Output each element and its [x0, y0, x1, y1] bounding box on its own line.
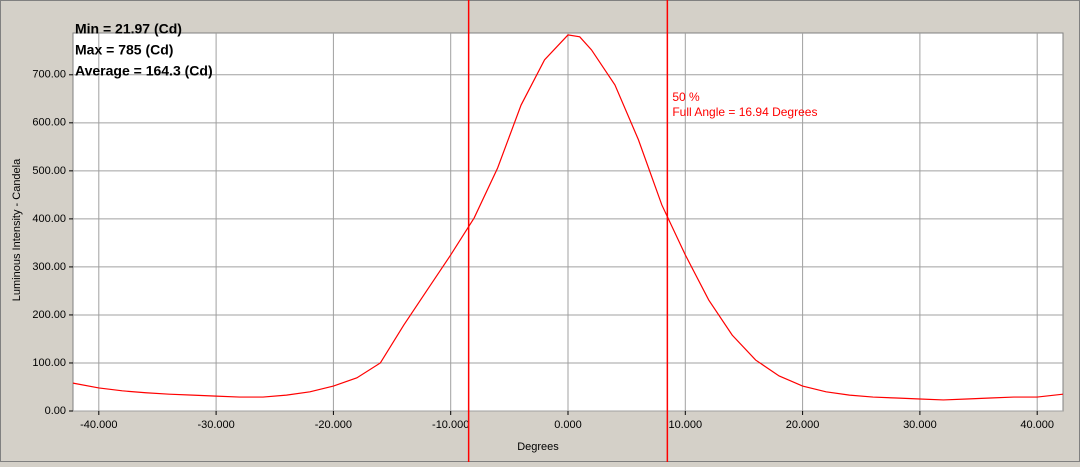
y-axis-label: Luminous Intensity - Candela [11, 158, 23, 301]
annotation: Full Angle = 16.94 Degrees [672, 105, 817, 119]
y-tick-label: 0.00 [45, 405, 66, 417]
x-tick-label: -20.000 [315, 419, 352, 431]
y-tick-label: 600.00 [32, 117, 66, 129]
x-tick-label: 10.000 [668, 419, 702, 431]
x-tick-label: 30.000 [903, 419, 937, 431]
annotation: 50 % [672, 90, 700, 104]
x-tick-label: 0.000 [554, 419, 582, 431]
y-tick-label: 400.00 [32, 213, 66, 225]
stat: Min = 21.97 (Cd) [75, 21, 182, 37]
y-tick-label: 200.00 [32, 309, 66, 321]
stat: Average = 164.3 (Cd) [75, 63, 213, 79]
x-tick-label: -10.000 [432, 419, 469, 431]
x-tick-label: 20.000 [786, 419, 820, 431]
y-tick-label: 300.00 [32, 261, 66, 273]
line-series [72, 34, 1064, 401]
stat: Max = 785 (Cd) [75, 42, 173, 58]
x-tick-label: -40.000 [80, 419, 117, 431]
x-tick-label: -30.000 [197, 419, 234, 431]
y-tick-label: 500.00 [32, 165, 66, 177]
x-axis-label: Degrees [517, 441, 559, 453]
y-tick-label: 100.00 [32, 357, 66, 369]
y-tick-label: 700.00 [32, 69, 66, 81]
x-tick-label: 40.000 [1020, 419, 1054, 431]
